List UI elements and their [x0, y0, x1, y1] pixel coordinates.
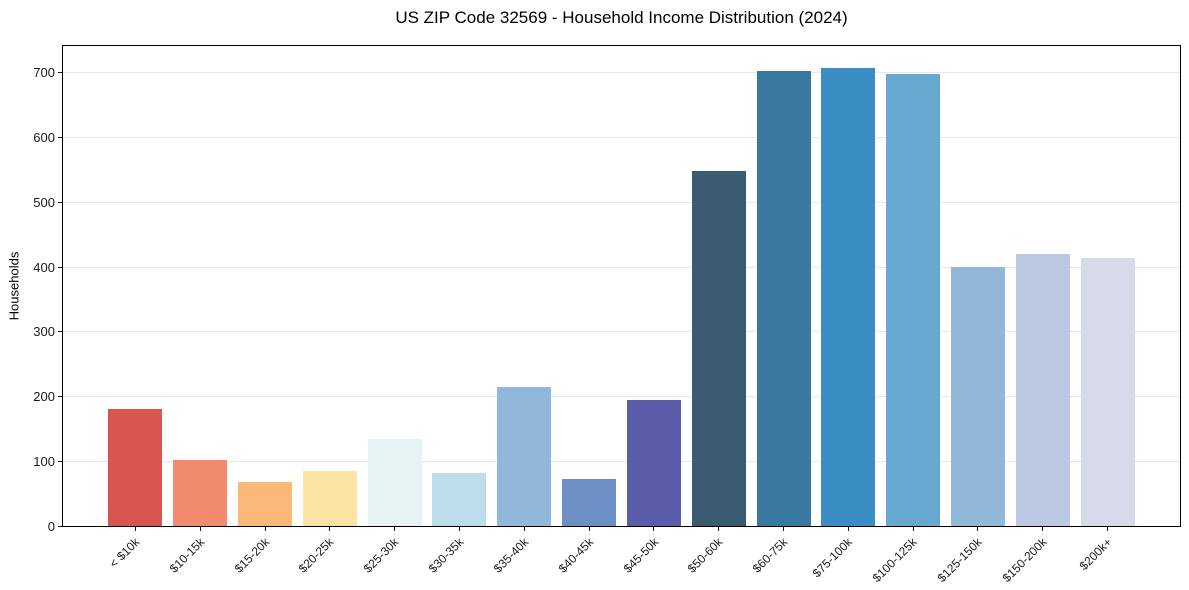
x-tick-mark-125-150k: [977, 527, 979, 531]
y-tick-label-700: 700: [33, 64, 55, 80]
x-tick-mark-20-25k: [329, 527, 331, 531]
gridline-600: [63, 136, 1180, 138]
y-tick-label-0: 0: [47, 519, 55, 534]
bar-75-100k: [821, 68, 876, 526]
x-tick-mark-50-60k: [718, 527, 720, 531]
y-tick-label-100: 100: [33, 454, 55, 470]
y-tick-mark-0: [58, 526, 62, 527]
x-tick-mark-10k: [134, 527, 136, 531]
bar-60-75k: [756, 70, 811, 526]
x-tick-mark-60-75k: [783, 527, 785, 531]
y-tick-mark-200: [58, 396, 62, 398]
chart-title: US ZIP Code 32569 - Household Income Dis…: [395, 8, 848, 27]
x-tick-mark-75-100k: [847, 527, 849, 531]
x-tick-label-25-30k: $25-30k: [360, 535, 402, 576]
x-tick-label-15-20k: $15-20k: [231, 535, 272, 576]
x-tick-label-200k+: $200k+: [1076, 535, 1115, 573]
x-tick-mark-40-45k: [588, 527, 590, 531]
bar-100-125k: [886, 73, 941, 526]
gridline-700: [63, 71, 1180, 73]
y-tick-mark-300: [58, 331, 62, 333]
bar-25-30k: [367, 439, 422, 526]
bar-40-45k: [562, 479, 617, 526]
x-tick-label-10k: < $10k: [106, 535, 143, 571]
gridline-300: [63, 331, 1180, 333]
y-tick-label-600: 600: [33, 129, 55, 145]
y-tick-mark-700: [58, 71, 62, 73]
x-tick-label-20-25k: $20-25k: [296, 535, 337, 576]
y-tick-label-500: 500: [33, 194, 55, 210]
x-tick-mark-30-35k: [458, 527, 460, 531]
bar-45-50k: [626, 400, 681, 526]
x-tick-label-40-45k: $40-45k: [555, 535, 596, 576]
gridline-500: [63, 201, 1180, 203]
bar-30-35k: [432, 473, 487, 526]
x-tick-mark-45-50k: [653, 527, 655, 531]
y-tick-mark-500: [58, 201, 62, 203]
x-tick-mark-25-30k: [394, 527, 396, 531]
x-tick-label-125-150k: $125-150k: [934, 535, 985, 586]
x-tick-label-35-40k: $35-40k: [490, 535, 532, 576]
x-tick-label-75-100k: $75-100k: [809, 535, 856, 581]
x-tick-mark-15-20k: [264, 527, 266, 531]
x-tick-label-100-125k: $100-125k: [870, 535, 921, 586]
x-tick-mark-200k+: [1107, 527, 1109, 531]
bar-35-40k: [497, 386, 552, 526]
x-tick-label-150-200k: $150-200k: [999, 535, 1050, 586]
y-tick-label-400: 400: [33, 259, 55, 275]
y-tick-label-300: 300: [33, 324, 55, 340]
y-tick-label-200: 200: [33, 389, 55, 405]
gridline-200: [63, 396, 1180, 398]
bar-10-15k: [173, 460, 228, 526]
bar-200k+: [1080, 258, 1135, 526]
bar-20-25k: [302, 470, 357, 526]
x-tick-label-50-60k: $50-60k: [685, 535, 726, 576]
bar-10k: [108, 408, 163, 526]
y-tick-mark-600: [58, 136, 62, 138]
gridline-400: [63, 266, 1180, 268]
bar-150-200k: [1015, 253, 1070, 526]
x-tick-mark-35-40k: [523, 527, 525, 531]
y-tick-mark-400: [58, 266, 62, 268]
gridline-100: [63, 461, 1180, 463]
x-tick-mark-10-15k: [199, 527, 201, 531]
x-tick-label-60-75k: $60-75k: [749, 535, 791, 576]
y-tick-mark-100: [58, 461, 62, 463]
x-tick-label-45-50k: $45-50k: [620, 535, 661, 576]
x-tick-label-10-15k: $10-15k: [166, 535, 208, 576]
bar-50-60k: [691, 170, 746, 526]
x-tick-mark-100-125k: [912, 527, 914, 531]
bar-15-20k: [238, 481, 293, 526]
x-tick-mark-150-200k: [1042, 527, 1044, 531]
plot-area: [62, 45, 1181, 527]
x-tick-label-30-35k: $30-35k: [425, 535, 467, 576]
bar-125-150k: [950, 266, 1005, 526]
